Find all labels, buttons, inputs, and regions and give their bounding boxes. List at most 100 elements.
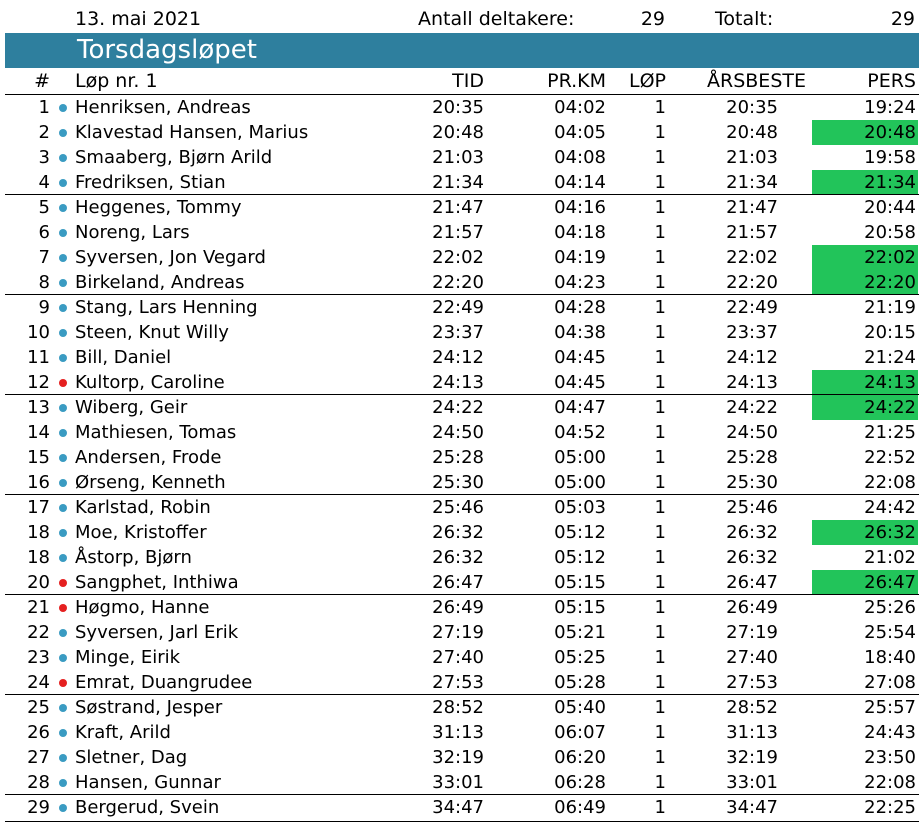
personal-best-value: 21:34 (864, 172, 916, 193)
time-cell: 25:28 (432, 447, 484, 468)
time-cell: 26:32 (432, 547, 484, 568)
per-km-cell: 06:20 (554, 747, 606, 768)
result-row: 29 Bergerud, Svein 34:47 06:49 1 34:47 22:25 (0, 795, 924, 820)
runner-name: Kraft, Arild (75, 722, 171, 743)
status-dot-icon (59, 754, 67, 762)
personal-best-cell: 21:25 (812, 420, 918, 445)
time-cell: 24:50 (432, 422, 484, 443)
personal-best-value: 21:24 (864, 347, 916, 368)
runner-name: Syversen, Jon Vegard (75, 247, 266, 268)
runner-name: Andersen, Frode (75, 447, 222, 468)
time-cell: 23:37 (432, 322, 484, 343)
rank-cell: 27 (27, 747, 50, 768)
col-header-time: TID (452, 70, 484, 92)
result-row: 18 Åstorp, Bjørn 26:32 05:12 1 26:32 21:02 (0, 545, 924, 570)
runner-name: Ørseng, Kenneth (75, 472, 226, 493)
runner-name: Bill, Daniel (75, 347, 172, 368)
personal-best-value: 22:25 (864, 797, 916, 818)
personal-best-value: 21:25 (864, 422, 916, 443)
personal-best-value: 24:13 (864, 372, 916, 393)
season-best-cell: 32:19 (726, 747, 778, 768)
races-cell: 1 (654, 672, 666, 693)
runner-name: Noreng, Lars (75, 222, 190, 243)
result-row: 3 Smaaberg, Bjørn Arild 21:03 04:08 1 21:03 19… (0, 145, 924, 170)
status-dot-icon (59, 104, 67, 112)
result-row: 13 Wiberg, Geir 24:22 04:47 1 24:22 24:22 (0, 395, 924, 420)
season-best-cell: 21:47 (726, 197, 778, 218)
per-km-cell: 05:12 (554, 547, 606, 568)
per-km-cell: 04:02 (554, 97, 606, 118)
runner-name: Åstorp, Bjørn (75, 547, 192, 568)
time-cell: 20:48 (432, 122, 484, 143)
status-dot-icon (59, 179, 67, 187)
personal-best-cell: 23:50 (812, 745, 918, 770)
personal-best-value: 23:50 (864, 747, 916, 768)
result-row: 10 Steen, Knut Willy 23:37 04:38 1 23:37 20:15 (0, 320, 924, 345)
personal-best-cell: 22:08 (812, 770, 918, 795)
participants-count: 29 (640, 8, 665, 30)
races-cell: 1 (654, 297, 666, 318)
status-dot-icon (59, 304, 67, 312)
rank-cell: 26 (27, 722, 50, 743)
result-row: 15 Andersen, Frode 25:28 05:00 1 25:28 22:52 (0, 445, 924, 470)
time-cell: 21:47 (432, 197, 484, 218)
personal-best-value: 22:08 (864, 772, 916, 793)
season-best-cell: 31:13 (726, 722, 778, 743)
result-row: 17 Karlstad, Robin 25:46 05:03 1 25:46 24:42 (0, 495, 924, 520)
season-best-cell: 24:22 (726, 397, 778, 418)
rank-cell: 20 (27, 572, 50, 593)
runner-name: Karlstad, Robin (75, 497, 211, 518)
season-best-cell: 27:53 (726, 672, 778, 693)
rank-cell: 21 (27, 597, 50, 618)
col-header-personal-best: PERS (867, 70, 916, 92)
rank-cell: 3 (38, 147, 50, 168)
result-row: 6 Noreng, Lars 21:57 04:18 1 21:57 20:58 (0, 220, 924, 245)
rank-cell: 13 (27, 397, 50, 418)
result-row: 8 Birkeland, Andreas 22:20 04:23 1 22:20 22:20 (0, 270, 924, 295)
season-best-cell: 26:47 (726, 572, 778, 593)
personal-best-cell: 25:26 (812, 595, 918, 620)
personal-best-cell: 24:22 (812, 395, 918, 420)
season-best-cell: 23:37 (726, 322, 778, 343)
races-cell: 1 (654, 572, 666, 593)
per-km-cell: 04:05 (554, 122, 606, 143)
result-row: 9 Stang, Lars Henning 22:49 04:28 1 22:49 21:1… (0, 295, 924, 320)
row-divider (5, 594, 919, 595)
row-divider (5, 694, 919, 695)
status-dot-icon (59, 404, 67, 412)
per-km-cell: 05:28 (554, 672, 606, 693)
season-best-cell: 24:13 (726, 372, 778, 393)
time-cell: 22:49 (432, 297, 484, 318)
time-cell: 32:19 (432, 747, 484, 768)
per-km-cell: 05:25 (554, 647, 606, 668)
result-row: 22 Syversen, Jarl Erik 27:19 05:21 1 27:19 25:… (0, 620, 924, 645)
result-row: 2 Klavestad Hansen, Marius 20:48 04:05 1 20:4… (0, 120, 924, 145)
races-cell: 1 (654, 722, 666, 743)
season-best-cell: 26:32 (726, 522, 778, 543)
time-cell: 27:19 (432, 622, 484, 643)
time-cell: 24:12 (432, 347, 484, 368)
row-divider (5, 794, 919, 795)
personal-best-cell: 24:43 (812, 720, 918, 745)
personal-best-cell: 20:44 (812, 195, 918, 220)
personal-best-cell: 24:13 (812, 370, 918, 395)
personal-best-cell: 25:54 (812, 620, 918, 645)
time-cell: 27:40 (432, 647, 484, 668)
personal-best-cell: 21:34 (812, 170, 918, 195)
row-divider (5, 194, 919, 195)
per-km-cell: 05:15 (554, 572, 606, 593)
row-divider (5, 394, 919, 395)
time-cell: 21:57 (432, 222, 484, 243)
personal-best-cell: 21:19 (812, 295, 918, 320)
season-best-cell: 28:52 (726, 697, 778, 718)
season-best-cell: 33:01 (726, 772, 778, 793)
row-divider (5, 94, 919, 95)
races-cell: 1 (654, 747, 666, 768)
races-cell: 1 (654, 97, 666, 118)
time-cell: 21:03 (432, 147, 484, 168)
personal-best-cell: 22:25 (812, 795, 918, 820)
races-cell: 1 (654, 597, 666, 618)
runner-name: Klavestad Hansen, Marius (75, 122, 309, 143)
time-cell: 26:47 (432, 572, 484, 593)
per-km-cell: 05:40 (554, 697, 606, 718)
